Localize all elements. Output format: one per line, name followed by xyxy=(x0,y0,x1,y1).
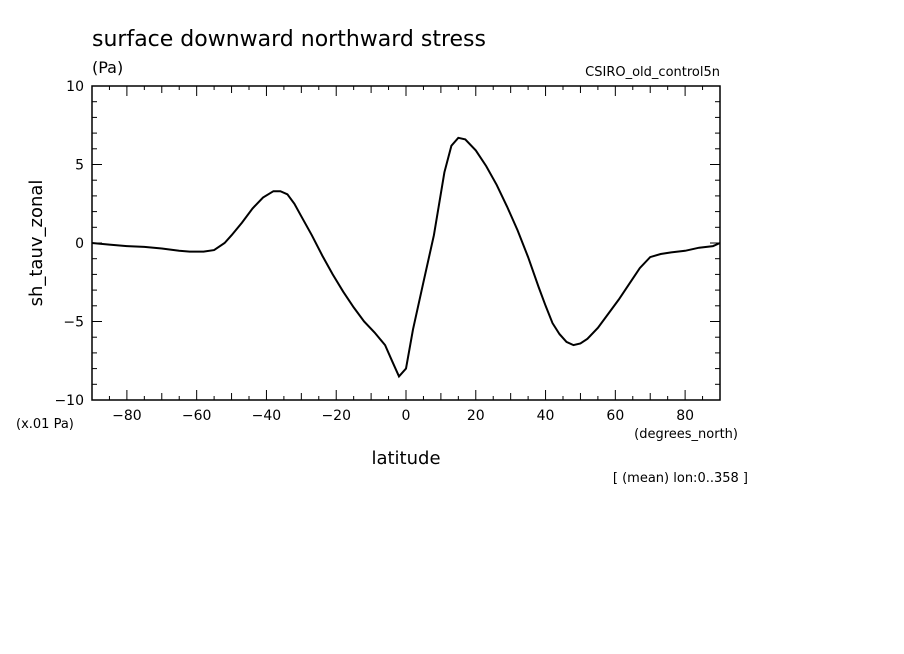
x-tick-label: 80 xyxy=(676,408,694,424)
x-tick-labels: −80 −60 −40 −20 0 20 40 60 80 xyxy=(112,408,694,424)
x-tick-label: −80 xyxy=(112,408,142,424)
x-axis-label: latitude xyxy=(371,448,440,469)
y-tick-label: 0 xyxy=(75,236,84,252)
y-ticks xyxy=(92,85,720,401)
x-tick-label: 20 xyxy=(467,408,485,424)
chart-title: surface downward northward stress xyxy=(92,27,486,52)
dataset-label: CSIRO_old_control5n xyxy=(585,65,720,80)
x-tick-label: 0 xyxy=(402,408,411,424)
y-axis-label: sh_tauv_zonal xyxy=(26,180,47,307)
x-tick-label: 60 xyxy=(606,408,624,424)
y-tick-labels: 10 5 0 −5 −10 xyxy=(54,79,84,409)
series-line xyxy=(91,136,721,379)
y-tick-label: 10 xyxy=(66,79,84,95)
plot-frame xyxy=(91,85,721,401)
y-tick-label: −5 xyxy=(63,315,84,331)
y-scale-note: (x.01 Pa) xyxy=(16,417,74,432)
y-tick-label: 5 xyxy=(75,158,84,174)
x-tick-label: −60 xyxy=(182,408,212,424)
x-tick-label: −40 xyxy=(252,408,282,424)
x-units-label: (degrees_north) xyxy=(634,427,738,442)
y-tick-label: −10 xyxy=(54,393,84,409)
x-ticks xyxy=(91,86,721,400)
footnote: [ (mean) lon:0..358 ] xyxy=(613,471,748,486)
x-tick-label: −20 xyxy=(321,408,351,424)
x-tick-label: 40 xyxy=(537,408,555,424)
chart-units: (Pa) xyxy=(92,58,123,77)
